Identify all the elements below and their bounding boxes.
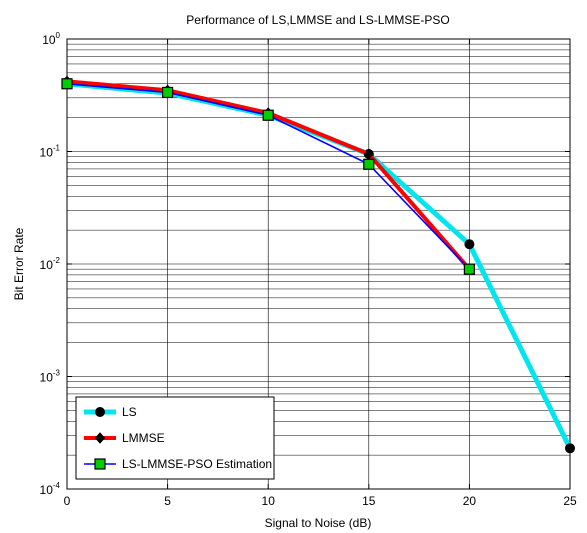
series-ls-lmmse-pso-estimation bbox=[61, 78, 475, 275]
axis-ticks: 0 5 10 15 20 25 100 10-1 10-2 10-3 10-4 bbox=[40, 31, 577, 508]
marker-square bbox=[363, 158, 375, 170]
x-tick-label: 15 bbox=[362, 494, 376, 508]
y-tick-label: 10-1 bbox=[40, 144, 61, 160]
marker-circle bbox=[95, 407, 105, 417]
x-tick-label: 0 bbox=[64, 494, 71, 508]
marker-square bbox=[262, 109, 274, 121]
chart-title: Performance of LS,LMMSE and LS-LMMSE-PSO bbox=[186, 13, 449, 27]
y-axis-label: Bit Error Rate bbox=[12, 227, 26, 300]
x-tick-label: 10 bbox=[262, 494, 276, 508]
series-layer bbox=[61, 75, 575, 454]
x-tick-label: 25 bbox=[563, 494, 577, 508]
marker-square bbox=[61, 78, 73, 90]
y-tick-label: 10-4 bbox=[40, 481, 61, 497]
x-axis-label: Signal to Noise (dB) bbox=[265, 516, 372, 530]
legend-label: LMMSE bbox=[122, 431, 165, 445]
y-tick-label: 10-3 bbox=[40, 369, 61, 385]
marker-circle bbox=[565, 443, 575, 454]
marker-square bbox=[94, 458, 106, 470]
y-tick-label: 100 bbox=[42, 31, 60, 47]
legend: LS LMMSE LS-LMMSE-PSO Estimation bbox=[75, 396, 275, 480]
legend-label: LS-LMMSE-PSO Estimation bbox=[122, 457, 272, 471]
series-line bbox=[66, 81, 573, 450]
legend-label: LS bbox=[122, 405, 137, 419]
marker-diamond bbox=[94, 432, 106, 444]
x-tick-label: 5 bbox=[164, 494, 171, 508]
x-tick-label: 20 bbox=[463, 494, 477, 508]
marker-square bbox=[162, 86, 174, 99]
y-tick-label: 10-2 bbox=[40, 256, 61, 272]
marker-square bbox=[463, 263, 475, 275]
marker-circle bbox=[464, 239, 475, 250]
